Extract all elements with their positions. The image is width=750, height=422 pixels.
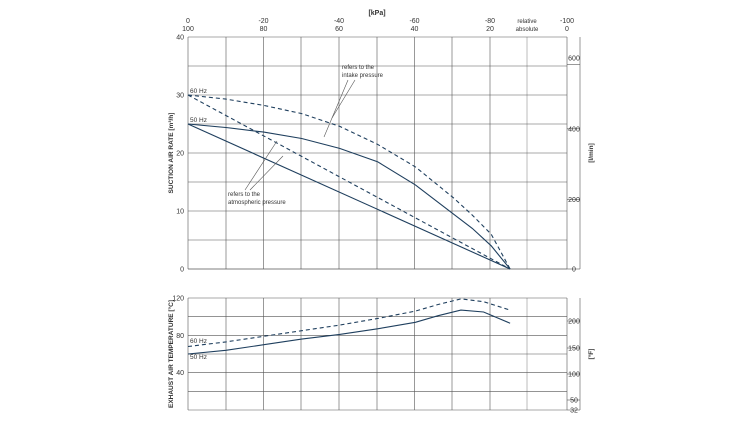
series-line-1 [187,123,511,270]
x-second-tick-label: 80 [260,26,268,33]
y-left-axis-title: SUCTION AIR RATE [m³/h] [168,113,175,194]
y-right-tick-label: 200 [568,197,580,204]
label-50hz-lower: 50 Hz [190,354,207,361]
y-right-tick-label-lower: 150 [568,346,580,353]
y-left-tick-label: 20 [176,151,184,158]
x-second-tick-label: 0 [565,26,569,33]
y-right-tick-label: 600 [568,55,580,62]
x-top-tick-label: -20 [258,18,268,25]
y-right-tick-label: 0 [572,267,576,274]
series-line-4 [187,94,511,270]
x-top-tick-label: relative [517,19,537,25]
y-right-axis-title-lower: [°F] [587,349,595,360]
y-right-tick-label-lower: 100 [568,372,580,379]
x-second-tick-label: absolute [516,27,539,33]
label-50hz: 50 Hz [190,117,207,124]
y-left-tick-label: 10 [176,209,184,216]
atmospheric-note-line-2: atmospheric pressure [228,200,286,206]
x-second-tick-label: 20 [486,26,494,33]
intake-note-line-1: refers to the [342,65,375,71]
x-top-tick-label: 0 [186,18,190,25]
x-second-tick-label: 40 [411,26,419,33]
y-right-tick-label-lower: 32 [570,408,578,415]
x-top-tick-label: -100 [560,18,574,25]
y-right-tick-label-lower: 50 [570,398,578,405]
y-left-tick-label: 40 [176,35,184,42]
x-top-tick-label: -40 [334,18,344,25]
y-left-tick-label-lower: 120 [172,296,184,303]
y-right-axis-title: [l/min] [588,143,595,163]
series-line-2 [187,94,511,270]
intake-leader-1 [323,79,349,138]
x-top-tick-label: -80 [485,18,495,25]
x-unit-label: [kPa] [368,10,385,17]
atmospheric-leader-2 [249,155,284,191]
intake-note-line-2: intake pressure [342,73,384,79]
x-top-tick-label: -60 [409,18,419,25]
atmospheric-leader-1 [244,140,278,191]
temp-series-line-1 [187,298,511,348]
y-left-tick-label-lower: 40 [176,370,184,377]
y-left-tick-label: 0 [180,267,184,274]
x-second-tick-label: 60 [335,26,343,33]
y-left-axis-title-lower: EXHAUST AIR TEMPERATURE [°C] [167,300,175,408]
y-right-tick-label: 400 [568,126,580,133]
atmospheric-note-line-1: refers to the [228,192,261,198]
y-right-tick-label-lower: 200 [568,319,580,326]
series-line-3 [187,123,511,270]
label-60hz-lower: 60 Hz [190,338,207,345]
intake-leader-2 [331,79,356,119]
y-left-tick-label-lower: 80 [176,333,184,340]
label-60hz: 60 Hz [190,88,207,95]
x-second-tick-label: 100 [182,26,194,33]
y-left-tick-label: 30 [176,93,184,100]
temp-series-line-2 [187,309,511,355]
